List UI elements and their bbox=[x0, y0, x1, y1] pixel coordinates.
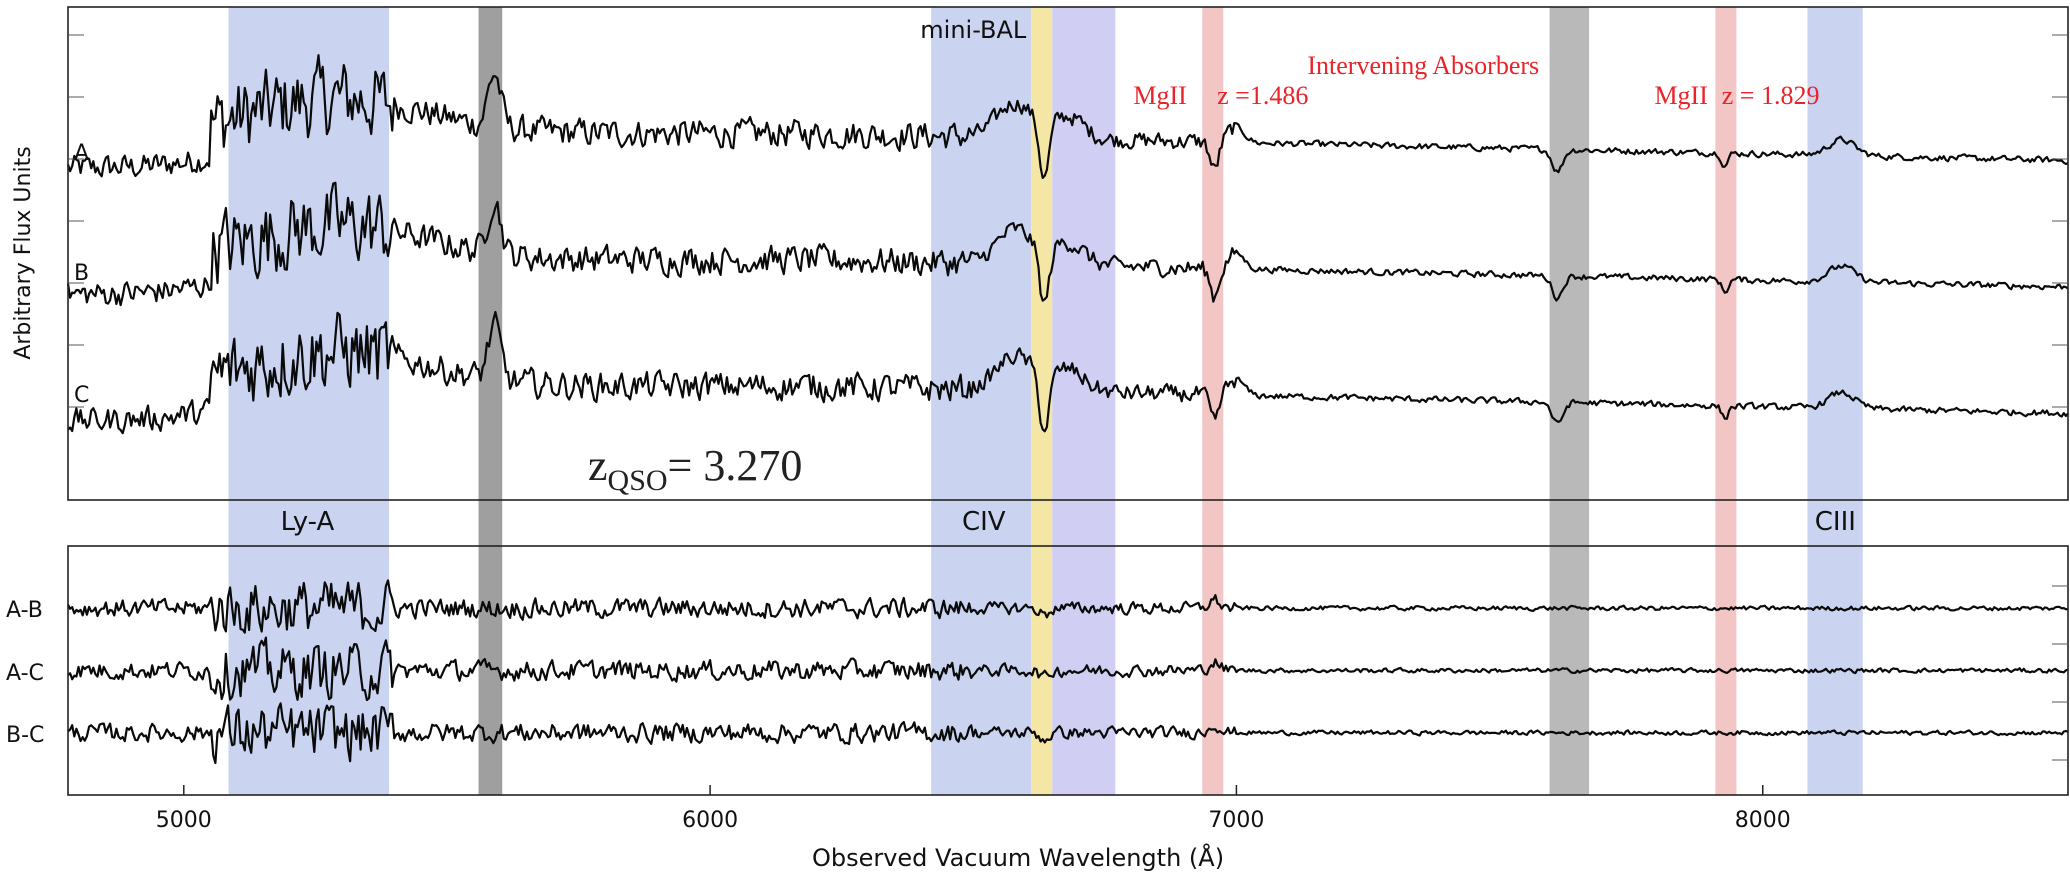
x-tick-label-5000: 5000 bbox=[156, 808, 212, 833]
top-panel bbox=[66, 54, 2069, 435]
band-1 bbox=[478, 7, 503, 795]
band-label-ly-a: Ly-A bbox=[281, 507, 335, 537]
band-7 bbox=[1715, 7, 1737, 795]
labels: Observed Vacuum Wavelength (Å) Arbitrary … bbox=[6, 16, 1856, 872]
bottom-series-label-b-c: B-C bbox=[6, 723, 44, 748]
band-4 bbox=[1052, 7, 1116, 795]
bottom-series-a-b bbox=[67, 579, 2069, 634]
bottom-panel bbox=[67, 579, 2069, 765]
bottom-frame bbox=[67, 545, 2069, 796]
redshift-label: zQSO= 3.270 bbox=[588, 441, 802, 497]
axis-ticks: 5000 6000 7000 8000 bbox=[68, 34, 2068, 833]
band-8 bbox=[1807, 7, 1863, 795]
annotation-4: z = 1.829 bbox=[1722, 81, 1820, 110]
top-series-c bbox=[67, 310, 2069, 435]
bottom-series-label-a-c: A-C bbox=[6, 661, 44, 686]
x-tick-label-8000: 8000 bbox=[1735, 808, 1791, 833]
annotation-0: MgII bbox=[1133, 81, 1186, 110]
annotation-2: Intervening Absorbers bbox=[1307, 51, 1539, 80]
top-series-label-b: B bbox=[74, 261, 89, 286]
annotation-1: z =1.486 bbox=[1217, 81, 1308, 110]
panel-frames bbox=[67, 6, 2069, 796]
x-tick-label-6000: 6000 bbox=[682, 808, 738, 833]
annotation-3: MgII bbox=[1654, 81, 1707, 110]
bottom-series-b-c bbox=[67, 702, 2069, 765]
top-series-a bbox=[66, 54, 2069, 179]
x-tick-label-7000: 7000 bbox=[1208, 808, 1264, 833]
x-axis-label: Observed Vacuum Wavelength (Å) bbox=[812, 843, 1224, 872]
top-series-b bbox=[66, 181, 2069, 307]
band-2 bbox=[931, 7, 1032, 795]
band-label-mini-bal: mini-BAL bbox=[920, 16, 1027, 44]
top-frame bbox=[67, 6, 2069, 501]
band-label-civ: CIV bbox=[962, 507, 1006, 537]
bottom-series-a-c bbox=[67, 636, 2069, 702]
bottom-series-label-a-b: A-B bbox=[6, 598, 43, 623]
highlight-bands bbox=[228, 7, 1863, 795]
top-series-label-c: C bbox=[74, 383, 89, 408]
band-3 bbox=[1031, 7, 1053, 795]
y-axis-label: Arbitrary Flux Units bbox=[11, 146, 36, 359]
band-label-ciii: CIII bbox=[1815, 507, 1856, 537]
band-5 bbox=[1202, 7, 1224, 795]
band-6 bbox=[1549, 7, 1590, 795]
top-series-label-a: A bbox=[74, 141, 89, 166]
